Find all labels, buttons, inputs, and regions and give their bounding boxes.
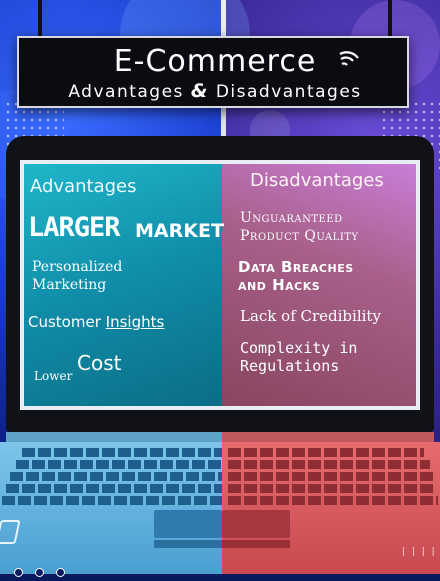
key-row [228,484,436,493]
personalized-marketing: Personalized Marketing [32,258,122,294]
key-row [22,448,222,457]
touchpad-left [154,510,222,538]
hinge-right [222,432,434,442]
lower-word: Lower [34,369,73,383]
key-row [228,496,438,505]
complexity-line-1: Complexity in [240,339,358,357]
touchpad-button-left [154,540,222,548]
indicator-marks: | | | | [402,547,437,557]
larger-text: LARGER [28,212,121,243]
breaches-line-2: and Hacks [238,276,321,294]
market-text: MARKET [135,220,224,242]
insights-word: Insights [105,313,165,331]
personalized-line-1: Personalized [32,259,123,275]
unguaranteed-quality: Unguaranteed Product Quality [240,209,359,245]
disadvantages-heading: Disadvantages [250,170,384,191]
subtitle-disadvantages: Disadvantages [215,82,362,102]
complexity-regulations: Complexity in Regulations [240,339,357,375]
sign-subtitle: Advantages & Disadvantages [19,80,411,102]
key-row [6,484,222,493]
sign-title: E-Commerce [113,44,317,79]
key-row [16,460,222,469]
subtitle-advantages: Advantages [68,82,184,102]
unguaranteed-line-1: Unguaranteed [240,210,343,226]
key-row [228,448,424,457]
customer-insights: Customer Insights [28,313,164,331]
cost-word: Cost [77,351,122,375]
screen-disadvantages [222,160,420,410]
data-breaches: Data Breaches and Hacks [238,258,354,294]
sign-cord-right [388,0,392,44]
indicator-dots [14,562,77,581]
lack-of-credibility: Lack of Credibility [240,307,381,325]
touchpad-right [222,510,290,538]
customer-word: Customer [28,313,101,331]
hinge-left [6,432,222,442]
key-row [2,496,222,505]
personalized-line-2: Marketing [32,277,107,293]
breaches-line-1: Data Breaches [238,258,354,276]
advantages-heading: Advantages [30,176,137,197]
subtitle-ampersand: & [190,80,209,102]
complexity-line-2: Regulations [240,357,340,375]
title-sign: E-Commerce Advantages & Disadvantages [17,36,409,108]
key-row [228,460,430,469]
screen-advantages [20,160,222,410]
sign-cord-left [38,0,42,44]
key-row [228,472,434,481]
key-row [10,472,222,481]
unguaranteed-line-2: Product Quality [240,228,359,244]
touchpad-button-right [222,540,290,548]
wifi-icon [339,51,359,66]
